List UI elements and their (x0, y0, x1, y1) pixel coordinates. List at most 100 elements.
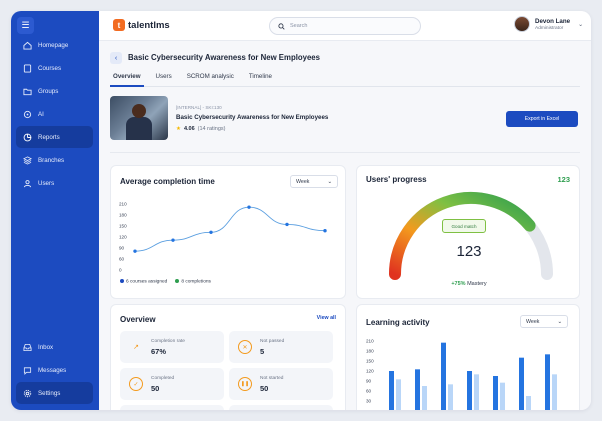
bar-series-1 (519, 357, 524, 410)
overview-tile (229, 405, 333, 410)
y-tick-label: 210 (119, 202, 127, 207)
overview-tile-completed[interactable]: ✓ Completed 50 (120, 368, 224, 400)
export-excel-button[interactable]: Export in Excel (506, 111, 578, 127)
trend-up-icon: ↗ (133, 344, 139, 351)
tile-label: Completion rate (151, 339, 185, 344)
bar-series-1 (389, 371, 394, 410)
book-icon (23, 63, 32, 73)
logo-text: talentlms (128, 19, 170, 31)
y-tick-label: 150 (119, 224, 127, 229)
bar-series-1 (415, 369, 420, 410)
sidebar-item-ai[interactable]: AI (16, 103, 93, 125)
period-value: Week (296, 178, 310, 185)
view-all-link[interactable]: View all (316, 315, 336, 321)
course-meta: [INTERNAL] - SKI:130 (176, 105, 222, 110)
search-placeholder: Search (290, 23, 308, 29)
star-icon: ★ (176, 126, 181, 132)
overview-tile-not-started[interactable]: ❚❚ Not started 50 (229, 368, 333, 400)
tile-label: Completed (151, 376, 175, 381)
hamburger-icon[interactable]: ☰ (17, 17, 34, 34)
sidebar-item-groups[interactable]: Groups (16, 80, 93, 102)
tab-timeline[interactable]: Timeline (248, 73, 272, 80)
home-icon (23, 41, 32, 50)
period-select[interactable]: Week ⌄ (290, 175, 338, 188)
x-circle-icon: ✕ (238, 340, 252, 354)
learning-activity-title: Learning activity (366, 318, 430, 327)
y-tick-label: 180 (366, 349, 374, 354)
top-bar: t talentlms Search Devon Lane Administra… (99, 11, 591, 41)
user-role: Administrator (535, 25, 564, 31)
sidebar-item-reports[interactable]: Reports (16, 126, 93, 148)
sidebar-item-courses[interactable]: Courses (16, 57, 93, 79)
sidebar-item-messages[interactable]: Messages (16, 359, 93, 381)
activity-period-select[interactable]: Week ⌄ (520, 315, 568, 328)
data-point (133, 249, 137, 253)
sidebar-item-label: Courses (38, 64, 62, 72)
bar-series-1 (441, 342, 446, 410)
search-icon (278, 22, 285, 30)
sidebar-item-homepage[interactable]: Homepage (16, 34, 93, 56)
progress-total: 123 (557, 175, 570, 184)
learning-activity-card: Learning activity Week ⌄ 30 60 90 120 150 180… (356, 304, 580, 410)
users-progress-card: Users' progress 123 Good match (356, 165, 580, 299)
overview-tile-not-passed[interactable]: ✕ Not passed 5 (229, 331, 333, 363)
gauge-track (389, 192, 553, 280)
legend-item: 8 completions (175, 279, 211, 284)
legend-item: 6 courses assigned (120, 279, 167, 284)
sidebar-item-label: Settings (38, 389, 61, 397)
tile-value: 5 (260, 347, 265, 356)
sidebar-item-label: Inbox (38, 343, 54, 351)
sidebar-item-inbox[interactable]: Inbox (16, 336, 93, 358)
inbox-icon (23, 343, 32, 351)
sidebar-item-settings[interactable]: Settings (16, 382, 93, 404)
avatar (514, 16, 530, 32)
users-icon (23, 179, 32, 187)
user-name: Devon Lane (535, 17, 571, 25)
sidebar-item-label: AI (38, 110, 44, 118)
layers-icon (23, 155, 32, 165)
users-progress-title: Users' progress (366, 175, 427, 184)
tab-scrom-analysic[interactable]: SCROM analysic (186, 73, 234, 80)
bar-series-2 (422, 386, 427, 410)
chevron-down-icon: ⌄ (327, 178, 332, 185)
chevron-down-icon[interactable]: ⌄ (578, 21, 584, 28)
tab-bar: Overview Users SCROM analysic Timeline (110, 73, 580, 87)
y-tick-label: 120 (366, 369, 374, 374)
y-tick-label: 120 (119, 235, 127, 240)
data-point (247, 205, 251, 209)
user-menu[interactable]: Devon Lane Administrator ⌄ (514, 16, 583, 32)
logo[interactable]: t talentlms (113, 19, 170, 31)
sidebar-item-label: Homepage (38, 41, 69, 49)
data-point (323, 229, 327, 233)
course-rating: ★ 4.06 (14 ratings) (176, 126, 225, 132)
overview-tile-completion-rate[interactable]: ↗ Completion rate 67% (120, 331, 224, 363)
ai-icon (23, 110, 32, 118)
tab-users[interactable]: Users (155, 73, 172, 80)
pie-chart-icon (23, 133, 32, 141)
data-point (285, 222, 289, 227)
y-tick-label: 0 (119, 268, 122, 273)
y-tick-label: 150 (366, 359, 374, 364)
back-button[interactable]: ‹ (110, 52, 122, 64)
sidebar-item-branches[interactable]: Branches (16, 149, 93, 171)
tab-overview[interactable]: Overview (110, 73, 144, 87)
sidebar-item-label: Branches (38, 156, 65, 164)
rating-value: 4.06 (183, 126, 195, 132)
y-tick-label: 30 (366, 399, 372, 404)
y-tick-label: 90 (119, 246, 125, 251)
content: ‹ Basic Cybersecurity Awareness for New … (99, 41, 591, 410)
sidebar-item-users[interactable]: Users (16, 172, 93, 194)
bar-series-1 (545, 354, 550, 410)
bar-series-2 (448, 384, 453, 410)
completion-time-title: Average completion time (120, 177, 215, 186)
check-circle-icon: ✓ (129, 377, 143, 391)
gauge-fill (389, 192, 536, 280)
course-name: Basic Cybersecurity Awareness for New Em… (176, 114, 329, 121)
data-point (209, 230, 213, 234)
bar-series-2 (552, 374, 557, 410)
overview-title: Overview (120, 315, 156, 324)
search-input[interactable]: Search (269, 17, 421, 35)
sidebar: ☰ Homepage Courses Groups AI Reports Bra… (11, 11, 99, 410)
sidebar-item-label: Users (38, 179, 55, 187)
app-window: ☰ Homepage Courses Groups AI Reports Bra… (11, 11, 591, 410)
